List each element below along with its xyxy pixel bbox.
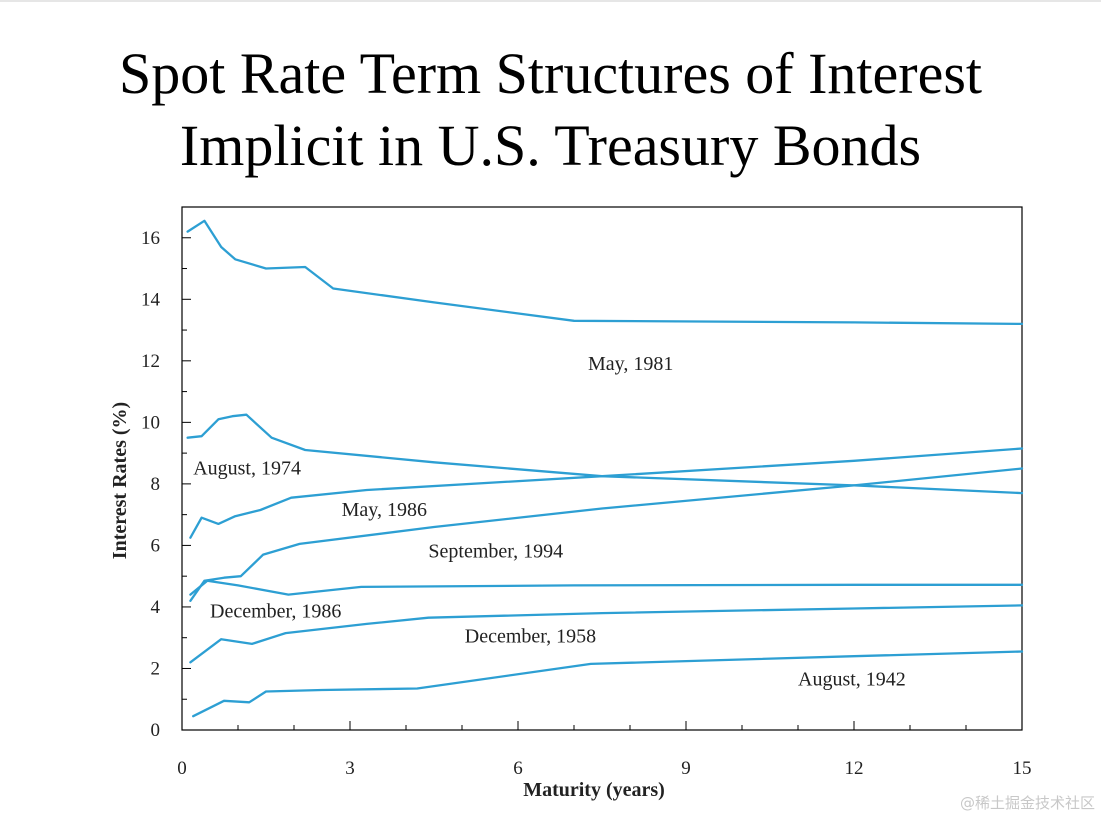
series-line-september-1994	[189, 467, 1024, 602]
watermark-text: @稀土掘金技术社区	[959, 794, 1095, 812]
y-tick-label: 16	[141, 228, 160, 249]
y-tick-label: 12	[141, 351, 160, 372]
y-tick-label: 2	[151, 658, 161, 679]
series-label: September, 1994	[428, 541, 563, 563]
y-tick-label: 14	[141, 289, 161, 310]
x-tick-label: 3	[345, 758, 355, 779]
series-line-december-1958	[189, 604, 1024, 664]
page-title: Spot Rate Term Structures of Interest Im…	[0, 38, 1101, 182]
y-tick-label: 0	[151, 720, 161, 741]
y-tick-label: 4	[151, 597, 161, 618]
plot-frame	[181, 206, 1023, 731]
x-tick-label: 6	[513, 758, 523, 779]
top-border	[0, 0, 1101, 2]
y-tick-label: 6	[151, 535, 161, 556]
x-tick-label: 15	[1013, 758, 1032, 779]
x-tick-label: 12	[845, 758, 864, 779]
series-label: May, 1981	[588, 353, 673, 375]
series-label: May, 1986	[342, 499, 427, 521]
series-label: August, 1974	[193, 458, 301, 480]
series-label: August, 1942	[798, 668, 906, 690]
x-tick-label: 9	[681, 758, 691, 779]
title-line-2: Implicit in U.S. Treasury Bonds	[179, 113, 922, 178]
y-tick-label: 10	[141, 412, 160, 433]
series-line-may-1981	[186, 219, 1024, 326]
x-tick-label: 0	[177, 758, 187, 779]
y-tick-label: 8	[151, 474, 161, 495]
series-line-august-1942	[192, 650, 1024, 718]
series-label: December, 1986	[210, 601, 341, 623]
series-line-december-1986	[189, 579, 1024, 596]
series-line-may-1986	[189, 447, 1024, 539]
x-axis-label: Maturity (years)	[523, 779, 665, 801]
title-line-1: Spot Rate Term Structures of Interest	[118, 41, 983, 106]
y-axis-label: Interest Rates (%)	[109, 402, 131, 559]
series-line-august-1974	[186, 413, 1024, 495]
series-label: December, 1958	[465, 625, 596, 647]
